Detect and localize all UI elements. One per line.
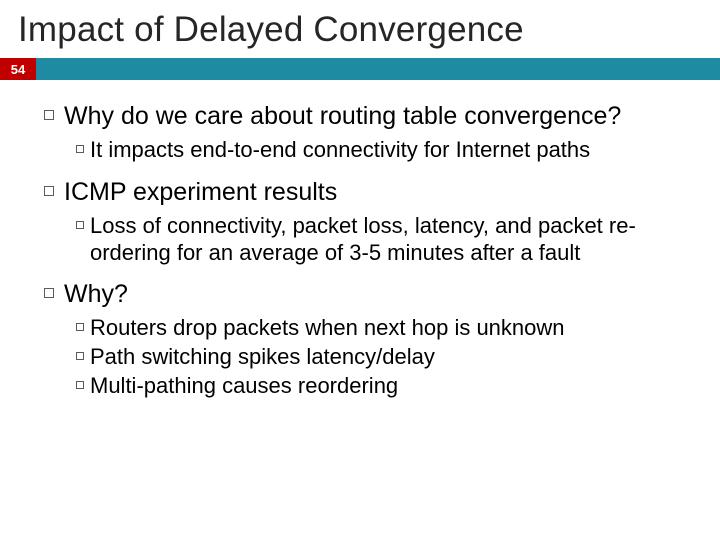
slide: Impact of Delayed Convergence 54 Why do … [0, 0, 720, 540]
bullet-lvl1: ICMP experiment results Loss of connecti… [44, 178, 690, 267]
slide-number-box: 54 [0, 58, 36, 80]
bullet-lvl2-group: Routers drop packets when next hop is un… [76, 315, 690, 399]
square-bullet-icon [76, 381, 84, 389]
slide-number: 54 [11, 62, 25, 77]
square-bullet-icon [44, 186, 54, 196]
square-bullet-icon [44, 288, 54, 298]
slide-body: Why do we care about routing table conve… [0, 80, 720, 400]
slide-title: Impact of Delayed Convergence [0, 0, 720, 58]
bullet-text: ICMP experiment results [64, 178, 690, 207]
square-bullet-icon [44, 110, 54, 120]
bullet-lvl2-group: It impacts end-to-end connectivity for I… [76, 137, 690, 164]
bullet-text: It impacts end-to-end connectivity for I… [90, 137, 690, 164]
bullet-line: ICMP experiment results [44, 178, 690, 207]
bullet-lvl1: Why do we care about routing table conve… [44, 102, 690, 164]
bullet-text: Path switching spikes latency/delay [90, 344, 690, 371]
bullet-line: Path switching spikes latency/delay [76, 344, 690, 371]
bullet-line: Multi-pathing causes reordering [76, 373, 690, 400]
accent-bar-teal [36, 58, 720, 80]
bullet-line: It impacts end-to-end connectivity for I… [76, 137, 690, 164]
square-bullet-icon [76, 352, 84, 360]
bullet-text: Loss of connectivity, packet loss, laten… [90, 213, 690, 267]
bullet-line: Loss of connectivity, packet loss, laten… [76, 213, 690, 267]
bullet-text: Multi-pathing causes reordering [90, 373, 690, 400]
bullet-text: Why? [64, 280, 690, 309]
accent-bar: 54 [0, 58, 720, 80]
bullet-line: Why do we care about routing table conve… [44, 102, 690, 131]
bullet-lvl2-group: Loss of connectivity, packet loss, laten… [76, 213, 690, 267]
square-bullet-icon [76, 323, 84, 331]
bullet-text: Why do we care about routing table conve… [64, 102, 690, 131]
bullet-text: Routers drop packets when next hop is un… [90, 315, 690, 342]
bullet-line: Why? [44, 280, 690, 309]
square-bullet-icon [76, 221, 84, 229]
bullet-line: Routers drop packets when next hop is un… [76, 315, 690, 342]
bullet-lvl1: Why? Routers drop packets when next hop … [44, 280, 690, 399]
square-bullet-icon [76, 145, 84, 153]
